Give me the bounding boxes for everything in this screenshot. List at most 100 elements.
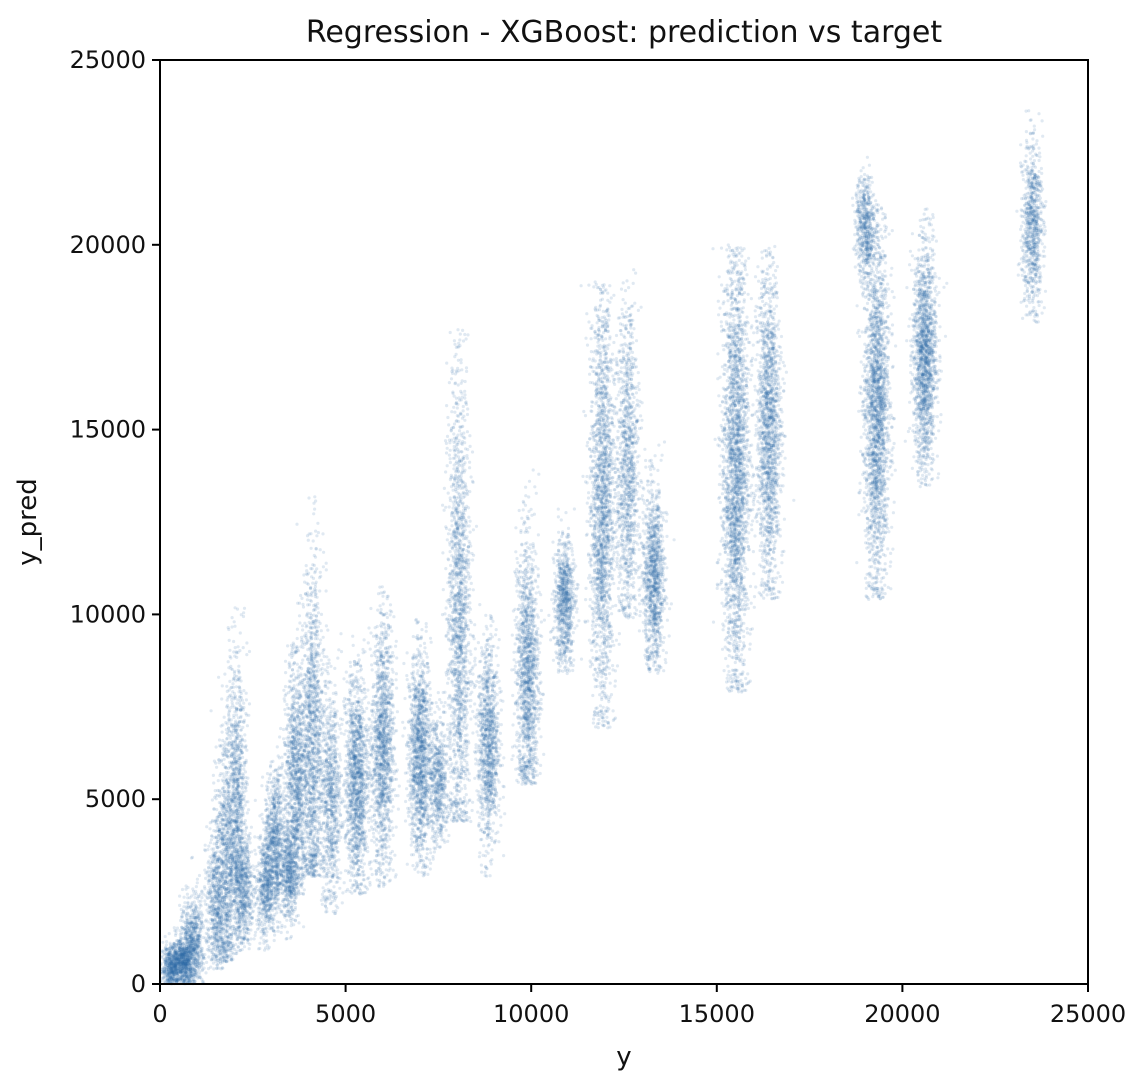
scatter-point bbox=[220, 892, 223, 895]
scatter-point bbox=[245, 759, 248, 762]
scatter-point bbox=[225, 685, 228, 688]
scatter-point bbox=[213, 938, 216, 941]
scatter-point bbox=[185, 914, 188, 917]
scatter-point bbox=[241, 898, 244, 901]
scatter-point bbox=[183, 896, 186, 899]
scatter-point bbox=[236, 698, 239, 701]
scatter-point bbox=[180, 952, 183, 955]
scatter-point bbox=[231, 682, 234, 685]
scatter-point bbox=[174, 966, 177, 969]
scatter-point bbox=[178, 904, 181, 907]
scatter-point bbox=[178, 946, 181, 949]
scatter-point bbox=[242, 768, 245, 771]
scatter-point bbox=[224, 797, 227, 800]
scatter-point bbox=[225, 816, 228, 819]
scatter-point bbox=[241, 808, 244, 811]
scatter-point bbox=[225, 957, 228, 960]
scatter-point bbox=[245, 927, 248, 930]
scatter-point bbox=[231, 746, 234, 749]
scatter-point bbox=[232, 888, 235, 891]
scatter-point bbox=[239, 631, 242, 634]
scatter-point bbox=[233, 697, 236, 700]
scatter-point bbox=[234, 839, 237, 842]
scatter-point bbox=[212, 923, 215, 926]
scatter-point bbox=[229, 899, 232, 902]
scatter-point bbox=[245, 826, 248, 829]
scatter-point bbox=[200, 910, 203, 913]
scatter-point bbox=[231, 858, 234, 861]
scatter-point bbox=[228, 847, 231, 850]
scatter-point bbox=[235, 908, 238, 911]
scatter-point bbox=[243, 855, 246, 858]
scatter-point bbox=[233, 757, 236, 760]
scatter-point bbox=[215, 836, 218, 839]
scatter-point bbox=[218, 795, 221, 798]
scatter-point bbox=[240, 836, 243, 839]
scatter-point bbox=[228, 749, 231, 752]
scatter-point bbox=[225, 754, 228, 757]
scatter-point bbox=[228, 639, 231, 642]
scatter-point bbox=[199, 903, 202, 906]
scatter-point bbox=[229, 941, 232, 944]
scatter-point bbox=[214, 866, 217, 869]
scatter-point bbox=[238, 721, 241, 724]
scatter-point bbox=[217, 880, 220, 883]
scatter-point bbox=[195, 942, 198, 945]
scatter-point bbox=[165, 943, 168, 946]
scatter-point bbox=[244, 789, 247, 792]
scatter-point bbox=[229, 895, 232, 898]
scatter-point bbox=[249, 928, 252, 931]
scatter-point bbox=[240, 814, 243, 817]
scatter-point bbox=[240, 751, 243, 754]
scatter-point bbox=[225, 846, 228, 849]
scatter-point bbox=[229, 777, 232, 780]
scatter-point bbox=[196, 897, 199, 900]
scatter-point bbox=[223, 716, 226, 719]
scatter-point bbox=[200, 963, 203, 966]
scatter-point bbox=[220, 724, 223, 727]
scatter-point bbox=[203, 899, 206, 902]
scatter-point bbox=[187, 954, 190, 957]
scatter-point bbox=[217, 779, 220, 782]
scatter-point bbox=[235, 708, 238, 711]
scatter-point bbox=[239, 857, 242, 860]
scatter-point bbox=[248, 919, 251, 922]
scatter-point bbox=[228, 710, 231, 713]
scatter-point bbox=[179, 919, 182, 922]
scatter-point bbox=[227, 903, 230, 906]
scatter-point bbox=[220, 906, 223, 909]
scatter-point bbox=[226, 722, 229, 725]
scatter-point bbox=[221, 966, 224, 969]
scatter-point bbox=[242, 774, 245, 777]
scatter-point bbox=[234, 794, 237, 797]
scatter-point bbox=[185, 905, 188, 908]
scatter-point bbox=[188, 978, 191, 981]
scatter-point bbox=[218, 835, 221, 838]
scatter-point bbox=[237, 753, 240, 756]
scatter-point bbox=[169, 971, 172, 974]
scatter-point bbox=[228, 803, 231, 806]
scatter-point bbox=[215, 863, 218, 866]
scatter-point bbox=[230, 871, 233, 874]
scatter-point bbox=[185, 947, 188, 950]
scatter-point bbox=[237, 678, 240, 681]
scatter-point bbox=[218, 774, 221, 777]
scatter-point bbox=[217, 676, 220, 679]
scatter-point bbox=[235, 916, 238, 919]
scatter-point bbox=[175, 959, 178, 962]
scatter-point bbox=[210, 709, 213, 712]
scatter-point bbox=[226, 831, 229, 834]
scatter-point bbox=[208, 912, 211, 915]
scatter-point bbox=[222, 794, 225, 797]
scatter-point bbox=[241, 829, 244, 832]
scatter-point bbox=[214, 953, 217, 956]
scatter-point bbox=[246, 800, 249, 803]
scatter-point bbox=[227, 792, 230, 795]
scatter-point bbox=[253, 905, 256, 908]
scatter-point bbox=[246, 811, 249, 814]
scatter-point bbox=[242, 895, 245, 898]
scatter-point bbox=[190, 909, 193, 912]
scatter-point bbox=[200, 896, 203, 899]
scatter-point bbox=[196, 878, 199, 881]
